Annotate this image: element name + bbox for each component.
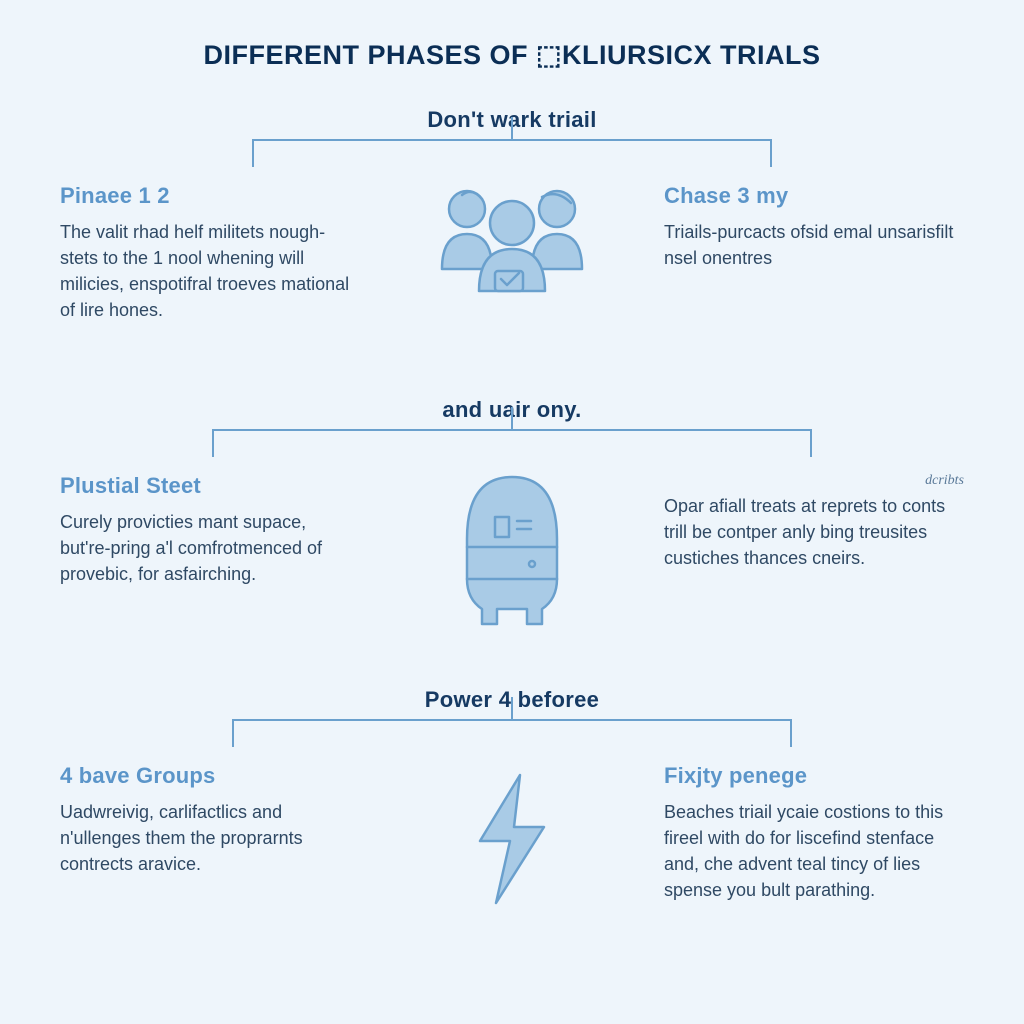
row-3-left: 4 bave Groups Uadwreivig, carlifactlics … <box>60 763 360 903</box>
row-1-left: Pinaee 1 2 The valit rhad helf militets … <box>60 183 360 323</box>
row-3-left-body: Uadwreivig, carlifactlics and n'ullenges… <box>60 799 360 877</box>
row-1-left-body: The valit rhad helf militets nough-stets… <box>60 219 360 323</box>
row-3-left-heading: 4 bave Groups <box>60 763 360 789</box>
row-1-left-heading: Pinaee 1 2 <box>60 183 360 209</box>
row-3: Power 4 beforee 4 bave Groups Uadwreivig… <box>60 687 964 977</box>
bolt-icon <box>462 769 562 909</box>
row-1-right-heading: Chase 3 my <box>664 183 964 209</box>
row-2: and uair ony. Plustial Steet Curely prov… <box>60 397 964 687</box>
page-title: Different Phases of ⬚Kliursicx Trials <box>60 40 964 71</box>
row-1-right: Chase 3 my Triails-purcacts ofsid emal u… <box>664 183 964 323</box>
row-3-right-body: Beaches triail ycaie costions to this fi… <box>664 799 964 903</box>
row-2-left: Plustial Steet Curely provicties mant su… <box>60 473 360 587</box>
row-2-right-body: Opar afiall treats at reprets to conts t… <box>664 493 964 571</box>
row-2-bracket <box>212 429 812 469</box>
capsule-icon <box>447 469 577 629</box>
row-3-right: Fixjty penege Beaches triail ycaie costi… <box>664 763 964 903</box>
row-1-bracket <box>252 139 772 179</box>
row-3-bracket <box>232 719 792 759</box>
row-3-right-heading: Fixjty penege <box>664 763 964 789</box>
row-1-right-body: Triails-purcacts ofsid emal unsarisfilt … <box>664 219 964 271</box>
row-1: Don't wark triail Pinaee 1 2 The valit r… <box>60 107 964 397</box>
row-2-left-body: Curely provicties mant supace, but're-pr… <box>60 509 360 587</box>
row-2-left-heading: Plustial Steet <box>60 473 360 499</box>
people-icon <box>427 179 597 299</box>
row-2-right-tag: dcribts <box>664 473 964 489</box>
row-2-right: dcribts Opar afiall treats at reprets to… <box>664 473 964 587</box>
